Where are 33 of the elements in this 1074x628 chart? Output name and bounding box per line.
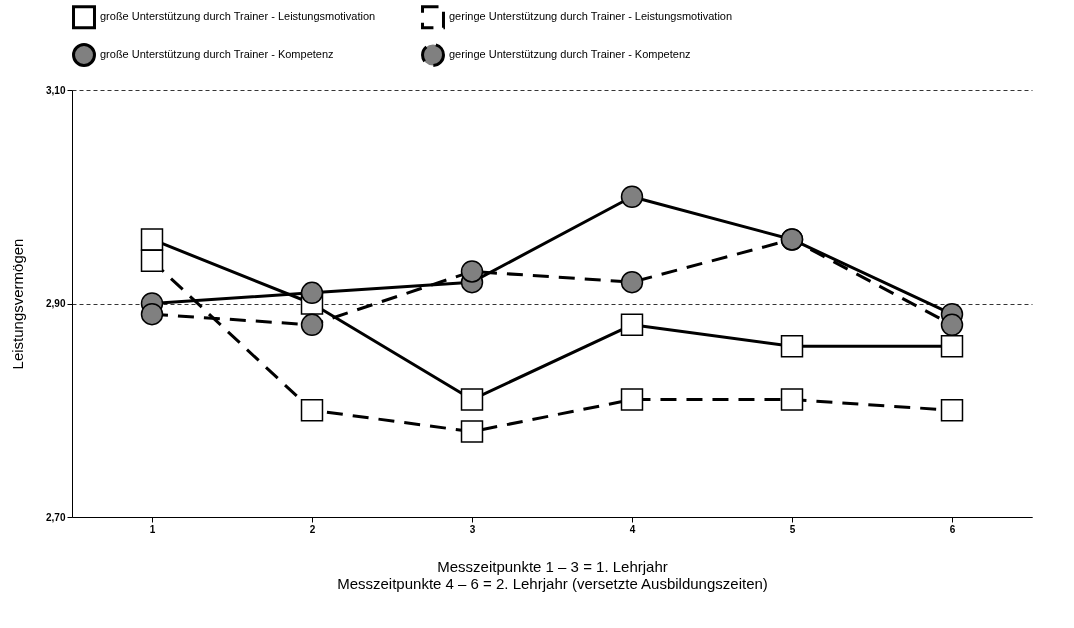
point (460, 420, 484, 443)
point (780, 388, 804, 411)
point (940, 334, 964, 358)
point (300, 399, 324, 422)
point (940, 313, 964, 337)
x-tick-label: 2 (309, 523, 316, 535)
point (300, 313, 324, 337)
x-tick-label: 6 (949, 523, 956, 535)
point (140, 302, 164, 326)
x-tick-label: 1 (149, 523, 156, 535)
y-axis-title: Leistungsvermögen (9, 238, 27, 370)
point (780, 334, 804, 358)
x-tick-label: 5 (789, 523, 796, 535)
point (620, 388, 644, 411)
legend-label: geringe Unterstützung durch Trainer - Kompetenz (449, 48, 691, 60)
y-tick-label: 2,70 (46, 511, 66, 523)
point (460, 260, 484, 283)
point (620, 270, 644, 294)
point (940, 399, 964, 422)
point (620, 185, 644, 208)
point (140, 249, 164, 273)
legend-label: große Unterstützung durch Trainer - Kompetenz (100, 48, 334, 60)
x-tick-label: 4 (629, 523, 636, 535)
legend-label: geringe Unterstützung durch Trainer - Leistungsmotivation (449, 10, 733, 23)
legend-label: große Unterstützung durch Trainer - Leistungsmotivation (100, 10, 376, 23)
y-tick-label: 2,90 (46, 298, 66, 309)
x-tick-label: 3 (469, 523, 476, 535)
point (620, 313, 644, 337)
point (460, 388, 484, 411)
point (140, 228, 164, 251)
x-axis-title: Messzeitpunkte 1 – 3 = 1. Lehrjahr Messzeitpunkte 4 – 6 = 2. Lehrjahr (versetzte Ausbildungszeiten) (337, 557, 768, 592)
y-tick-label: 3,10 (46, 84, 66, 96)
point (300, 281, 324, 305)
